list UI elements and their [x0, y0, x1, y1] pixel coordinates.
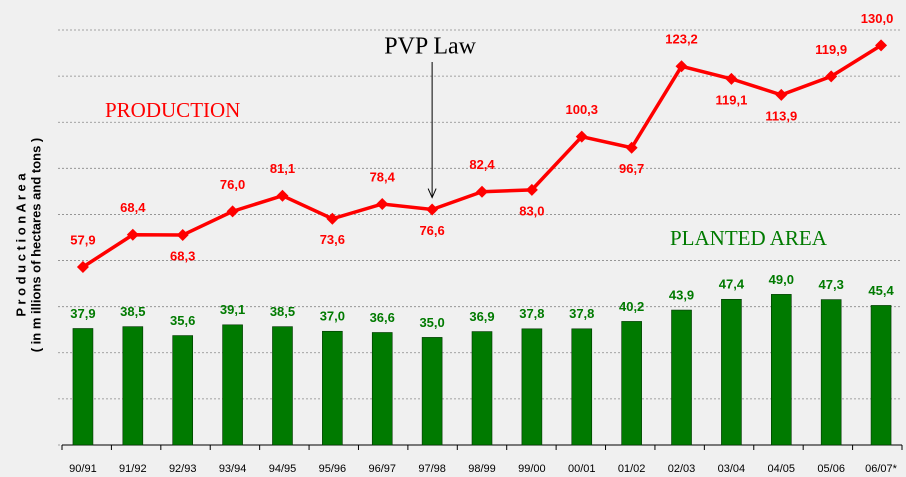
data-label: 37,9 — [70, 306, 95, 321]
marker — [675, 60, 688, 73]
marker — [476, 185, 488, 198]
data-label: 113,9 — [765, 108, 797, 123]
x-tick-label: 94/95 — [269, 463, 297, 475]
bar — [371, 332, 393, 446]
x-tick-label: 98/99 — [468, 463, 496, 475]
marker — [575, 130, 588, 143]
series-label: PRODUCTION — [105, 98, 240, 122]
data-label: 76,6 — [419, 223, 444, 238]
x-tick-label: 92/93 — [169, 463, 197, 475]
x-tick-label: 99/00 — [518, 463, 546, 475]
marker — [875, 39, 888, 52]
bar — [671, 309, 692, 446]
series-label: PLANTED AREA — [670, 226, 828, 250]
bar — [272, 326, 293, 446]
x-tick-label: 00/01 — [568, 463, 596, 475]
marker — [725, 72, 738, 85]
data-label: 37,8 — [569, 306, 594, 321]
marker — [825, 70, 838, 83]
marker — [525, 183, 538, 196]
marker — [176, 229, 189, 242]
data-label: 47,4 — [719, 277, 745, 292]
bar — [222, 324, 243, 446]
bar — [820, 299, 842, 446]
data-label: 76,0 — [220, 177, 245, 192]
x-tick-label: 90/91 — [69, 463, 97, 475]
data-label: 49,0 — [769, 272, 794, 287]
x-tick-label: 05/06 — [817, 463, 845, 475]
x-tick-label: 01/02 — [618, 463, 646, 475]
y-label-group: P r o d u c t i o n A r e a ( in m illio… — [13, 138, 43, 353]
data-label: 68,3 — [170, 248, 195, 263]
data-label: 119,9 — [815, 42, 847, 57]
marker — [76, 261, 89, 274]
bar — [571, 328, 593, 446]
data-label: 45,4 — [868, 283, 894, 298]
annotation: PVP Law — [384, 34, 476, 60]
annotation-arrowhead — [427, 188, 437, 199]
y-label: ( in m illions of hectares and tons ) — [28, 138, 43, 353]
data-label: 36,9 — [469, 309, 494, 324]
data-label: 39,1 — [220, 302, 245, 317]
bar — [172, 335, 194, 446]
marker — [625, 141, 638, 154]
x-tick-label: 93/94 — [219, 463, 247, 475]
data-label: 119,1 — [715, 92, 747, 107]
bar — [122, 326, 144, 446]
data-label: 35,0 — [419, 315, 444, 330]
bar — [322, 330, 343, 446]
data-label: 82,4 — [469, 157, 495, 172]
data-label: 47,3 — [819, 277, 844, 292]
x-tick-label: 97/98 — [418, 463, 446, 475]
data-label: 73,6 — [320, 232, 345, 247]
x-tick-label: 96/97 — [368, 463, 396, 475]
marker — [775, 88, 788, 101]
x-tick-label: 95/96 — [319, 463, 347, 475]
x-tick-label: 03/04 — [718, 463, 746, 475]
bar — [471, 331, 493, 446]
marker — [376, 197, 389, 210]
marker — [326, 212, 339, 225]
bar — [72, 328, 94, 446]
bar — [521, 328, 543, 446]
x-tick-label: 91/92 — [119, 463, 147, 475]
x-tick-label: 06/07* — [865, 463, 898, 475]
data-label: 83,0 — [519, 203, 544, 218]
bar — [621, 321, 642, 446]
data-label: 43,9 — [669, 287, 694, 302]
y-label: P r o d u c t i o n A r e a — [13, 173, 28, 317]
bar — [721, 298, 742, 446]
data-label: 40,2 — [619, 299, 644, 314]
data-label: 96,7 — [619, 161, 644, 176]
bar — [421, 337, 443, 446]
data-label: 38,5 — [120, 304, 145, 319]
x-tick-label: 02/03 — [668, 463, 696, 475]
data-label: 37,8 — [519, 306, 544, 321]
marker — [276, 189, 289, 202]
x-tick-label: 04/05 — [768, 463, 796, 475]
marker — [226, 205, 239, 218]
bar — [770, 294, 792, 446]
data-label: 130,0 — [861, 11, 894, 26]
data-label: 36,6 — [370, 310, 395, 325]
data-label: 68,4 — [120, 200, 146, 215]
data-label: 78,4 — [370, 169, 396, 184]
marker — [126, 228, 139, 241]
data-label: 81,1 — [270, 161, 295, 176]
data-label: 123,2 — [665, 32, 698, 47]
bar — [870, 305, 892, 446]
marker — [426, 203, 439, 216]
data-label: 35,6 — [170, 313, 195, 328]
data-label: 38,5 — [270, 304, 295, 319]
data-label: 57,9 — [70, 232, 95, 247]
data-label: 37,0 — [320, 309, 345, 324]
data-label: 100,3 — [565, 102, 598, 117]
